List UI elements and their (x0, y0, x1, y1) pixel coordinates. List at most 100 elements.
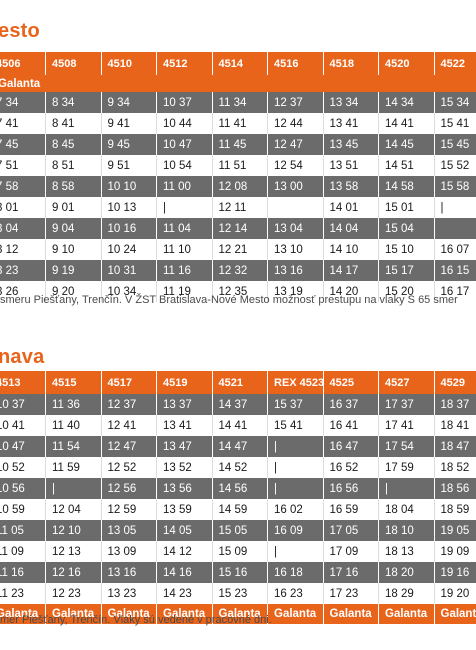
time-cell: 10 24 (101, 239, 157, 260)
time-cell: 15 20 (378, 281, 435, 302)
train-number-header: 4515 (45, 371, 102, 394)
time-cell: 11 34 (212, 92, 268, 113)
time-cell: 18 52 (434, 457, 476, 478)
time-cell: 10 10 (101, 176, 157, 197)
time-cell: 13 41 (323, 113, 379, 134)
time-cell: | (156, 197, 213, 218)
station-row: Galanta (0, 75, 476, 92)
time-cell: 18 37 (434, 394, 476, 415)
destination-cell: Galanta (156, 604, 213, 624)
time-cell: 7 45 (0, 134, 46, 155)
time-cell: 10 16 (101, 218, 157, 239)
train-number-header: REX 4523 (267, 371, 324, 394)
time-cell: 15 17 (378, 260, 435, 281)
time-cell: 15 01 (378, 197, 435, 218)
time-cell: 12 47 (101, 436, 157, 457)
time-cell: 8 41 (45, 113, 102, 134)
time-cell: 12 37 (101, 394, 157, 415)
time-cell: 12 10 (45, 520, 102, 541)
time-cell: 11 09 (0, 541, 46, 562)
time-cell: | (267, 478, 324, 499)
time-cell: 10 34 (101, 281, 157, 302)
time-cell: 17 16 (323, 562, 379, 583)
time-cell: 12 04 (45, 499, 102, 520)
train-number-header: 4527 (378, 371, 435, 394)
time-cell: 8 51 (45, 155, 102, 176)
time-cell: 14 16 (156, 562, 213, 583)
time-cell: 13 16 (267, 260, 324, 281)
time-cell: 14 56 (212, 478, 268, 499)
time-cell: 12 13 (45, 541, 102, 562)
time-cell: 16 09 (267, 520, 324, 541)
time-cell: 9 01 (45, 197, 102, 218)
time-cell: 18 41 (434, 415, 476, 436)
time-cell: 14 59 (212, 499, 268, 520)
time-cell: 12 59 (101, 499, 157, 520)
time-cell: 14 05 (156, 520, 213, 541)
time-cell: 7 58 (0, 176, 46, 197)
time-cell: 19 16 (434, 562, 476, 583)
time-cell: 16 52 (323, 457, 379, 478)
time-cell: 12 35 (212, 281, 268, 302)
time-cell: 12 56 (101, 478, 157, 499)
time-cell: 16 17 (434, 281, 476, 302)
time-cell: 18 13 (378, 541, 435, 562)
time-cell: 15 09 (212, 541, 268, 562)
time-cell: 15 37 (267, 394, 324, 415)
time-cell: 11 04 (156, 218, 213, 239)
time-cell: 13 37 (156, 394, 213, 415)
train-number-header: 4522 (434, 52, 476, 75)
time-cell (267, 197, 324, 218)
time-cell: 11 54 (45, 436, 102, 457)
time-cell: 9 34 (101, 92, 157, 113)
time-cell: 10 37 (0, 394, 46, 415)
time-cell: 18 20 (378, 562, 435, 583)
time-cell: 10 52 (0, 457, 46, 478)
time-cell: 12 23 (45, 583, 102, 604)
time-cell: 10 54 (156, 155, 213, 176)
time-cell: 16 37 (323, 394, 379, 415)
destination-cell: Galanta (434, 604, 476, 624)
time-cell: 9 45 (101, 134, 157, 155)
time-cell: 13 51 (323, 155, 379, 176)
time-cell: 13 58 (323, 176, 379, 197)
time-cell: 14 41 (378, 113, 435, 134)
timetable-2: 45134515451745194521REX 4523452545274529… (0, 371, 476, 624)
time-cell: 7 41 (0, 113, 46, 134)
time-cell: 18 10 (378, 520, 435, 541)
time-cell: 10 47 (156, 134, 213, 155)
time-cell: 12 47 (267, 134, 324, 155)
time-cell: 17 41 (378, 415, 435, 436)
train-number-header: 4506 (0, 52, 46, 75)
time-cell: 14 23 (156, 583, 213, 604)
time-cell: 12 21 (212, 239, 268, 260)
train-number-header: 4517 (101, 371, 157, 394)
time-cell: 14 17 (323, 260, 379, 281)
time-cell: 16 02 (267, 499, 324, 520)
time-cell: 13 04 (267, 218, 324, 239)
time-cell: 8 04 (0, 218, 46, 239)
time-cell: 9 51 (101, 155, 157, 176)
time-cell: 14 34 (378, 92, 435, 113)
time-cell: 15 16 (212, 562, 268, 583)
train-number-header: 4512 (156, 52, 213, 75)
time-cell: 15 52 (434, 155, 476, 176)
timetable-2-note: mer Piešťany, Trenčín. Vlaky sú vedené v… (0, 614, 272, 626)
train-number-header-row: 450645084510451245144516451845204522 (0, 52, 476, 75)
time-cell: 9 04 (45, 218, 102, 239)
time-cell: 15 23 (212, 583, 268, 604)
time-cell: 11 19 (156, 281, 213, 302)
time-cell: 13 52 (156, 457, 213, 478)
train-number-header: 4518 (323, 52, 379, 75)
